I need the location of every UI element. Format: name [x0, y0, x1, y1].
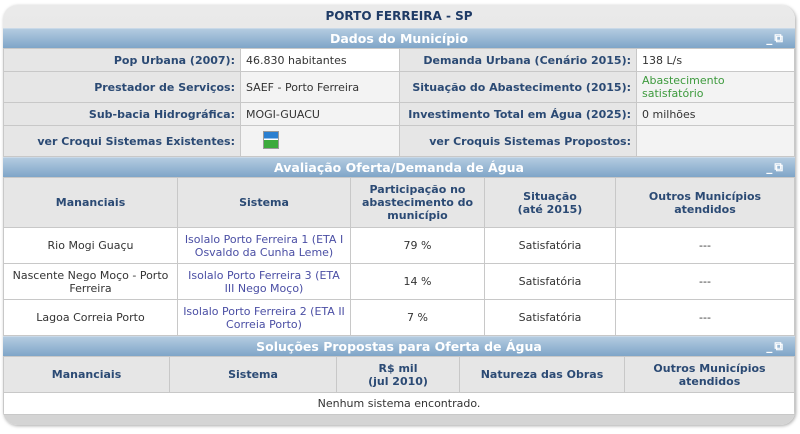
avaliacao-table: Mananciais Sistema Participação no abast… — [3, 177, 795, 336]
subbacia-label: Sub-bacia Hidrográfica: — [3, 102, 241, 126]
outros-cell: --- — [615, 299, 795, 336]
minimize-icon[interactable]: _ — [766, 339, 775, 353]
section-header-solucoes: Soluções Propostas para Oferta de Água _⧉ — [3, 336, 795, 356]
section-header-avaliacao: Avaliação Oferta/Demanda de Água _⧉ — [3, 157, 795, 177]
situacao-cell: Satisfatória — [484, 227, 616, 264]
col-natureza: Natureza das Obras — [459, 356, 625, 393]
croqui-propostos-label: ver Croquis Sistemas Propostos: — [399, 125, 637, 157]
col-mananciais: Mananciais — [3, 177, 178, 228]
outros-cell: --- — [615, 263, 795, 300]
demanda-value: 138 L/s — [636, 48, 795, 72]
participacao-cell: 79 % — [350, 227, 485, 264]
minimize-icon[interactable]: _ — [766, 31, 775, 45]
solucoes-table: Mananciais Sistema R$ mil (jul 2010) Nat… — [3, 356, 795, 415]
section-header-dados: Dados do Município _⧉ — [3, 28, 795, 48]
sistema-link[interactable]: Isolalo Porto Ferreira 3 (ETA III Nego M… — [177, 263, 351, 300]
manancial-cell: Rio Mogi Guaçu — [3, 227, 178, 264]
croqui-existentes-label: ver Croqui Sistemas Existentes: — [3, 125, 241, 157]
subbacia-value: MOGI-GUACU — [240, 102, 400, 126]
prestador-label: Prestador de Serviços: — [3, 71, 241, 103]
col-outros: Outros Municípios atendidos — [615, 177, 795, 228]
participacao-cell: 14 % — [350, 263, 485, 300]
section-title: Soluções Propostas para Oferta de Água — [256, 339, 542, 354]
table-row: Lagoa Correia Porto Isolalo Porto Ferreir… — [3, 299, 795, 336]
section-title: Avaliação Oferta/Demanda de Água — [274, 160, 524, 175]
section-title: Dados do Município — [329, 31, 469, 46]
croqui-propostos-value — [636, 125, 795, 157]
dados-table: Pop Urbana (2007): 46.830 habitantes Deman… — [3, 48, 795, 157]
manancial-cell: Nascente Nego Moço - Porto Ferreira — [3, 263, 178, 300]
table-row: Rio Mogi Guaçu Isolalo Porto Ferreira 1 (… — [3, 227, 795, 264]
empty-message: Nenhum sistema encontrado. — [3, 392, 795, 415]
prestador-value: SAEF - Porto Ferreira — [240, 71, 400, 103]
map-croqui-icon[interactable] — [263, 130, 279, 149]
minimize-icon[interactable]: _ — [766, 160, 775, 174]
situacao-value: Abastecimento satisfatório — [636, 71, 795, 103]
col-sistema: Sistema — [177, 177, 351, 228]
demanda-label: Demanda Urbana (Cenário 2015): — [399, 48, 637, 72]
col-custo: R$ mil (jul 2010) — [336, 356, 460, 393]
col-situacao: Situação (até 2015) — [484, 177, 616, 228]
situacao-cell: Satisfatória — [484, 299, 616, 336]
sistema-link[interactable]: Isolalo Porto Ferreira 1 (ETA I Osvaldo … — [177, 227, 351, 264]
col-outros: Outros Municípios atendidos — [624, 356, 795, 393]
col-sistema: Sistema — [169, 356, 337, 393]
col-participacao: Participação no abastecimento do municíp… — [350, 177, 485, 228]
situacao-label: Situação do Abastecimento (2015): — [399, 71, 637, 103]
page-title: PORTO FERREIRA - SP — [325, 9, 473, 23]
pop-label: Pop Urbana (2007): — [3, 48, 241, 72]
manancial-cell: Lagoa Correia Porto — [3, 299, 178, 336]
table-row: Nascente Nego Moço - Porto Ferreira Isola… — [3, 263, 795, 300]
investimento-value: 0 milhões — [636, 102, 795, 126]
sistema-link[interactable]: Isolalo Porto Ferreira 2 (ETA II Correia… — [177, 299, 351, 336]
situacao-cell: Satisfatória — [484, 263, 616, 300]
col-mananciais: Mananciais — [3, 356, 170, 393]
municipio-panel: PORTO FERREIRA - SP Dados do Município _⧉… — [3, 5, 795, 425]
investimento-label: Investimento Total em Água (2025): — [399, 102, 637, 126]
restore-icon[interactable]: ⧉ — [774, 339, 785, 353]
participacao-cell: 7 % — [350, 299, 485, 336]
outros-cell: --- — [615, 227, 795, 264]
restore-icon[interactable]: ⧉ — [774, 31, 785, 45]
restore-icon[interactable]: ⧉ — [774, 160, 785, 174]
pop-value: 46.830 habitantes — [240, 48, 400, 72]
